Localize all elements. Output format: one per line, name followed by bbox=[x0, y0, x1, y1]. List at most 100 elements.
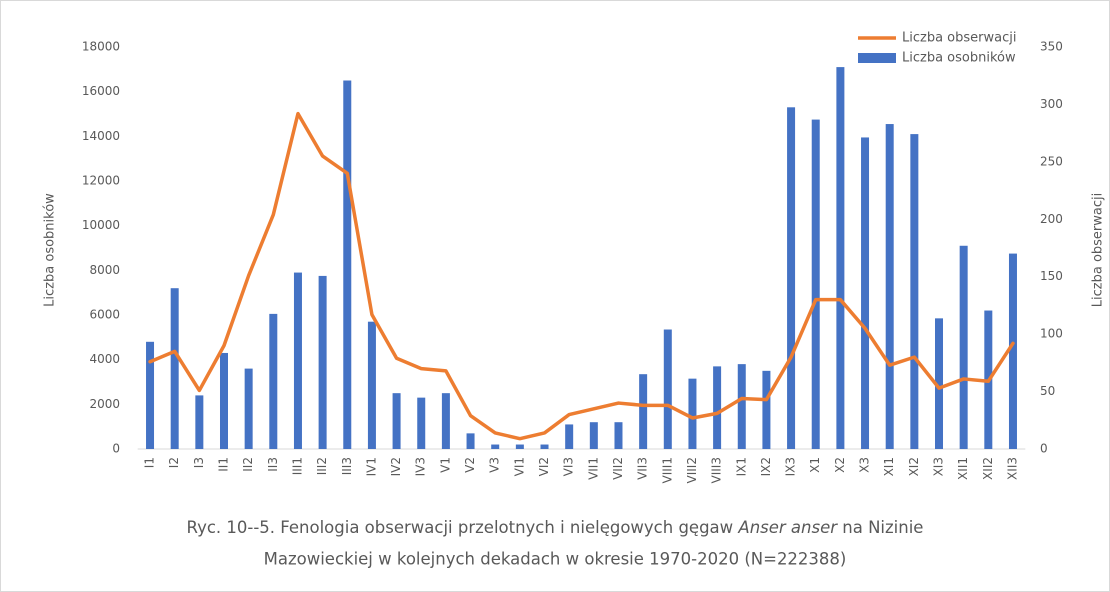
x-tick-label: V3 bbox=[488, 457, 502, 473]
bar bbox=[146, 341, 155, 449]
x-tick-label: III1 bbox=[290, 457, 304, 475]
x-tick-label: IV2 bbox=[389, 457, 403, 476]
x-tick-label: V1 bbox=[438, 457, 452, 473]
y-tick-label: 12000 bbox=[82, 174, 120, 188]
x-tick-label: IX1 bbox=[734, 457, 748, 476]
bar bbox=[935, 318, 944, 449]
x-tick-label: I3 bbox=[192, 457, 206, 468]
x-tick-label: I1 bbox=[143, 457, 157, 468]
x-tick-label: VII1 bbox=[586, 457, 600, 480]
x-tick-label: X1 bbox=[808, 457, 822, 473]
x-tick-label: VII2 bbox=[611, 457, 625, 480]
bar bbox=[959, 245, 968, 449]
y-tick-label: 6000 bbox=[89, 308, 120, 322]
caption-text: Ryc. 10--5. Fenologia obserwacji przelot… bbox=[187, 518, 739, 537]
x-tick-label: XII2 bbox=[981, 457, 995, 480]
y-tick-label: 2000 bbox=[89, 397, 120, 411]
bar bbox=[565, 424, 574, 449]
y2-tick-label: 0 bbox=[1040, 442, 1048, 456]
bar bbox=[885, 124, 894, 450]
caption-line1: Ryc. 10--5. Fenologia obserwacji przelot… bbox=[187, 518, 924, 537]
x-tick-label: XI1 bbox=[882, 457, 896, 476]
y-tick-label: 16000 bbox=[82, 84, 120, 98]
y2-tick-label: 300 bbox=[1040, 97, 1063, 111]
y-tick-label: 14000 bbox=[82, 129, 120, 143]
bar bbox=[195, 395, 204, 449]
bar bbox=[589, 422, 598, 449]
x-tick-label: VII3 bbox=[636, 457, 650, 480]
x-tick-label: II1 bbox=[216, 457, 230, 472]
bar bbox=[787, 107, 796, 450]
x-tick-label: VIII2 bbox=[685, 457, 699, 483]
bar bbox=[515, 444, 524, 449]
bar bbox=[244, 368, 253, 449]
bar bbox=[639, 374, 648, 449]
x-tick-label: VI2 bbox=[537, 457, 551, 476]
bar bbox=[491, 444, 500, 449]
x-tick-label: X3 bbox=[858, 457, 872, 473]
x-tick-label: X2 bbox=[833, 457, 847, 473]
bar bbox=[441, 393, 450, 449]
y-tick-label: 18000 bbox=[82, 40, 120, 54]
y2-axis-label: Liczba obserwacji bbox=[1091, 193, 1106, 307]
x-tick-label: VI1 bbox=[512, 457, 526, 476]
bar bbox=[170, 288, 179, 449]
y-tick-label: 8000 bbox=[89, 263, 120, 277]
bar bbox=[318, 275, 327, 449]
x-tick-label: III3 bbox=[340, 457, 354, 475]
x-tick-label: IV1 bbox=[364, 457, 378, 476]
legend-label: Liczba osobników bbox=[902, 51, 1016, 66]
bar bbox=[417, 397, 426, 449]
bar bbox=[614, 422, 623, 449]
x-tick-label: VI3 bbox=[562, 457, 576, 476]
bar bbox=[688, 378, 697, 449]
bar bbox=[811, 119, 820, 449]
y-axis-label: Liczba osobników bbox=[43, 193, 58, 307]
x-tick-label: III2 bbox=[315, 457, 329, 475]
x-tick-label: I2 bbox=[167, 457, 181, 468]
bar bbox=[737, 364, 746, 449]
bar bbox=[836, 67, 845, 449]
caption-line2: Mazowieckiej w kolejnych dekadach w okre… bbox=[264, 550, 847, 569]
y2-tick-label: 200 bbox=[1040, 212, 1063, 226]
bar bbox=[466, 433, 475, 449]
bar bbox=[762, 370, 771, 449]
y2-tick-label: 250 bbox=[1040, 154, 1063, 168]
bar bbox=[392, 393, 401, 449]
caption-text: na Nizinie bbox=[837, 518, 923, 537]
bar bbox=[269, 313, 278, 449]
bar bbox=[861, 137, 870, 449]
x-tick-label: II3 bbox=[266, 457, 280, 472]
x-tick-label: IX3 bbox=[784, 457, 798, 476]
x-tick-label: XII1 bbox=[956, 457, 970, 480]
x-tick-label: XI3 bbox=[932, 457, 946, 476]
x-tick-label: IX2 bbox=[759, 457, 773, 476]
legend-label: Liczba obserwacji bbox=[902, 31, 1016, 46]
bar bbox=[1008, 253, 1017, 449]
y2-tick-label: 150 bbox=[1040, 269, 1063, 283]
bar bbox=[663, 329, 672, 449]
y-tick-label: 0 bbox=[112, 442, 120, 456]
y2-tick-label: 50 bbox=[1040, 384, 1055, 398]
legend-swatch bbox=[858, 53, 896, 63]
bar bbox=[367, 321, 376, 449]
x-tick-label: V2 bbox=[463, 457, 477, 473]
y2-tick-label: 100 bbox=[1040, 327, 1063, 341]
x-tick-label: VIII3 bbox=[710, 457, 724, 483]
bar bbox=[293, 272, 302, 449]
y-tick-label: 10000 bbox=[82, 218, 120, 232]
caption-italic: Anser anser bbox=[737, 518, 838, 537]
y-tick-label: 4000 bbox=[89, 352, 120, 366]
x-tick-label: VIII1 bbox=[660, 457, 674, 483]
bar bbox=[540, 444, 549, 449]
bar bbox=[713, 366, 722, 449]
x-tick-label: IV3 bbox=[414, 457, 428, 476]
y2-tick-label: 350 bbox=[1040, 40, 1063, 54]
x-tick-label: II2 bbox=[241, 457, 255, 472]
x-tick-label: XI2 bbox=[907, 457, 921, 476]
bar bbox=[910, 134, 919, 449]
x-tick-label: XII3 bbox=[1005, 457, 1019, 480]
line bbox=[148, 111, 1015, 441]
